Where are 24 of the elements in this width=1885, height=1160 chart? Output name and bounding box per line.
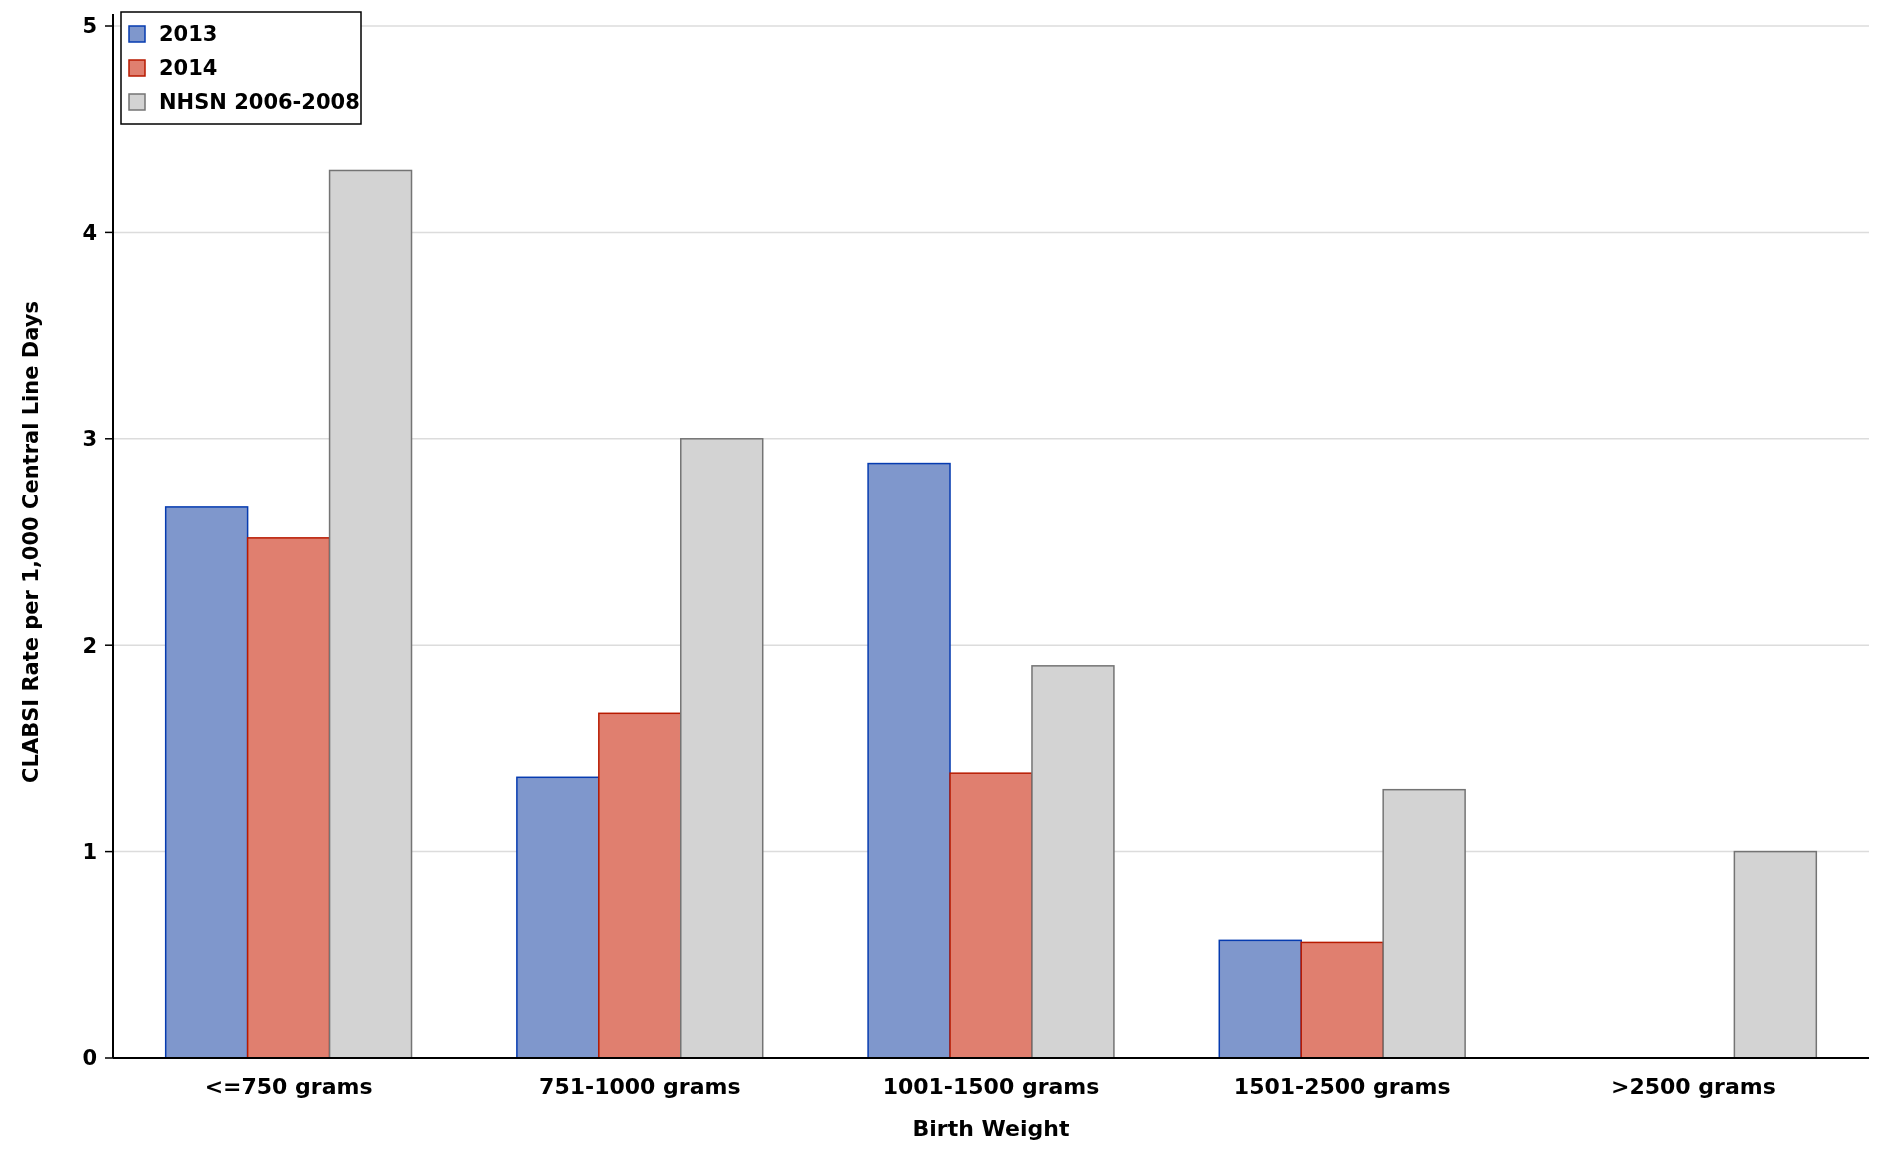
- bar: [598, 712, 682, 1059]
- y-tick-label: 1: [82, 839, 97, 864]
- x-tick-label: >2500 grams: [1611, 1074, 1776, 1099]
- legend-label: 2014: [159, 56, 218, 81]
- bar: [949, 772, 1033, 1059]
- y-tick-label: 2: [82, 633, 97, 658]
- bar: [1218, 939, 1302, 1059]
- x-tick-label: 1001-1500 grams: [882, 1074, 1100, 1099]
- legend-label: 2013: [159, 22, 218, 47]
- bar: [164, 506, 249, 1059]
- x-tick-label: 1501-2500 grams: [1233, 1074, 1451, 1099]
- y-axis-title: CLABSI Rate per 1,000 Central Line Days: [19, 301, 43, 783]
- legend-label: NHSN 2006-2008: [159, 90, 360, 115]
- y-tick-label: 0: [82, 1046, 97, 1071]
- y-tick-label: 4: [82, 220, 97, 245]
- x-tick-label: 751-1000 grams: [539, 1074, 741, 1099]
- bar: [867, 462, 951, 1059]
- bar: [516, 776, 600, 1059]
- bar: [1300, 941, 1384, 1059]
- x-axis-title: Birth Weight: [912, 1116, 1070, 1141]
- y-tick-label: 5: [82, 14, 97, 39]
- x-tick-label: <=750 grams: [204, 1074, 373, 1099]
- bar: [246, 537, 331, 1059]
- y-tick-label: 3: [82, 427, 97, 452]
